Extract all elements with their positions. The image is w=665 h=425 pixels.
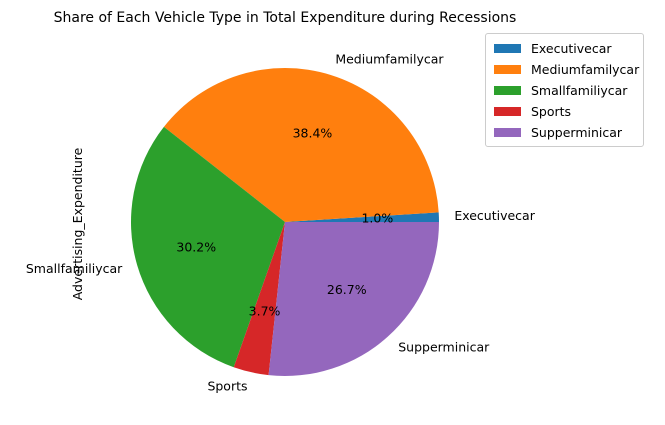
legend-label: Supperminicar [531, 125, 623, 140]
slice-label: Executivecar [454, 208, 535, 223]
legend-swatch [494, 107, 521, 116]
legend-item: Executivecar [494, 38, 635, 59]
legend-item: Mediumfamilycar [494, 59, 639, 80]
legend-label: Sports [531, 104, 572, 119]
legend-swatch [494, 86, 521, 95]
legend-swatch [494, 65, 521, 74]
pie-slice-supperminicar [268, 222, 439, 376]
legend-label: Mediumfamilycar [531, 62, 640, 77]
legend-label: Smallfamiliycar [531, 83, 628, 98]
slice-percent-label: 26.7% [327, 282, 367, 297]
legend-item: Sports [494, 101, 635, 122]
slice-percent-label: 3.7% [249, 304, 281, 319]
legend-swatch [494, 128, 521, 137]
slice-percent-label: 38.4% [293, 125, 333, 140]
legend-item: Smallfamiliycar [494, 80, 635, 101]
legend-label: Executivecar [531, 41, 612, 56]
chart-title: Share of Each Vehicle Type in Total Expe… [54, 10, 517, 26]
slice-label: Sports [207, 379, 247, 394]
pie-slice-executivecar [285, 212, 439, 222]
slice-label: Supperminicar [398, 340, 490, 355]
legend-swatch [494, 44, 521, 53]
legend-item: Supperminicar [494, 122, 635, 143]
legend: Executivecar Mediumfamilycar Smallfamili… [485, 33, 644, 147]
slice-percent-label: 1.0% [361, 211, 393, 226]
pie-slice-mediumfamilycar [163, 68, 439, 222]
slice-percent-label: 30.2% [176, 239, 216, 254]
pie-slice-sports [233, 222, 285, 376]
y-axis-label: Advertising_Expenditure [70, 147, 85, 300]
pie-slice-smallfamiliycar [130, 126, 285, 368]
slice-label: Mediumfamilycar [335, 52, 444, 67]
slice-label: Smallfamiliycar [26, 261, 123, 276]
